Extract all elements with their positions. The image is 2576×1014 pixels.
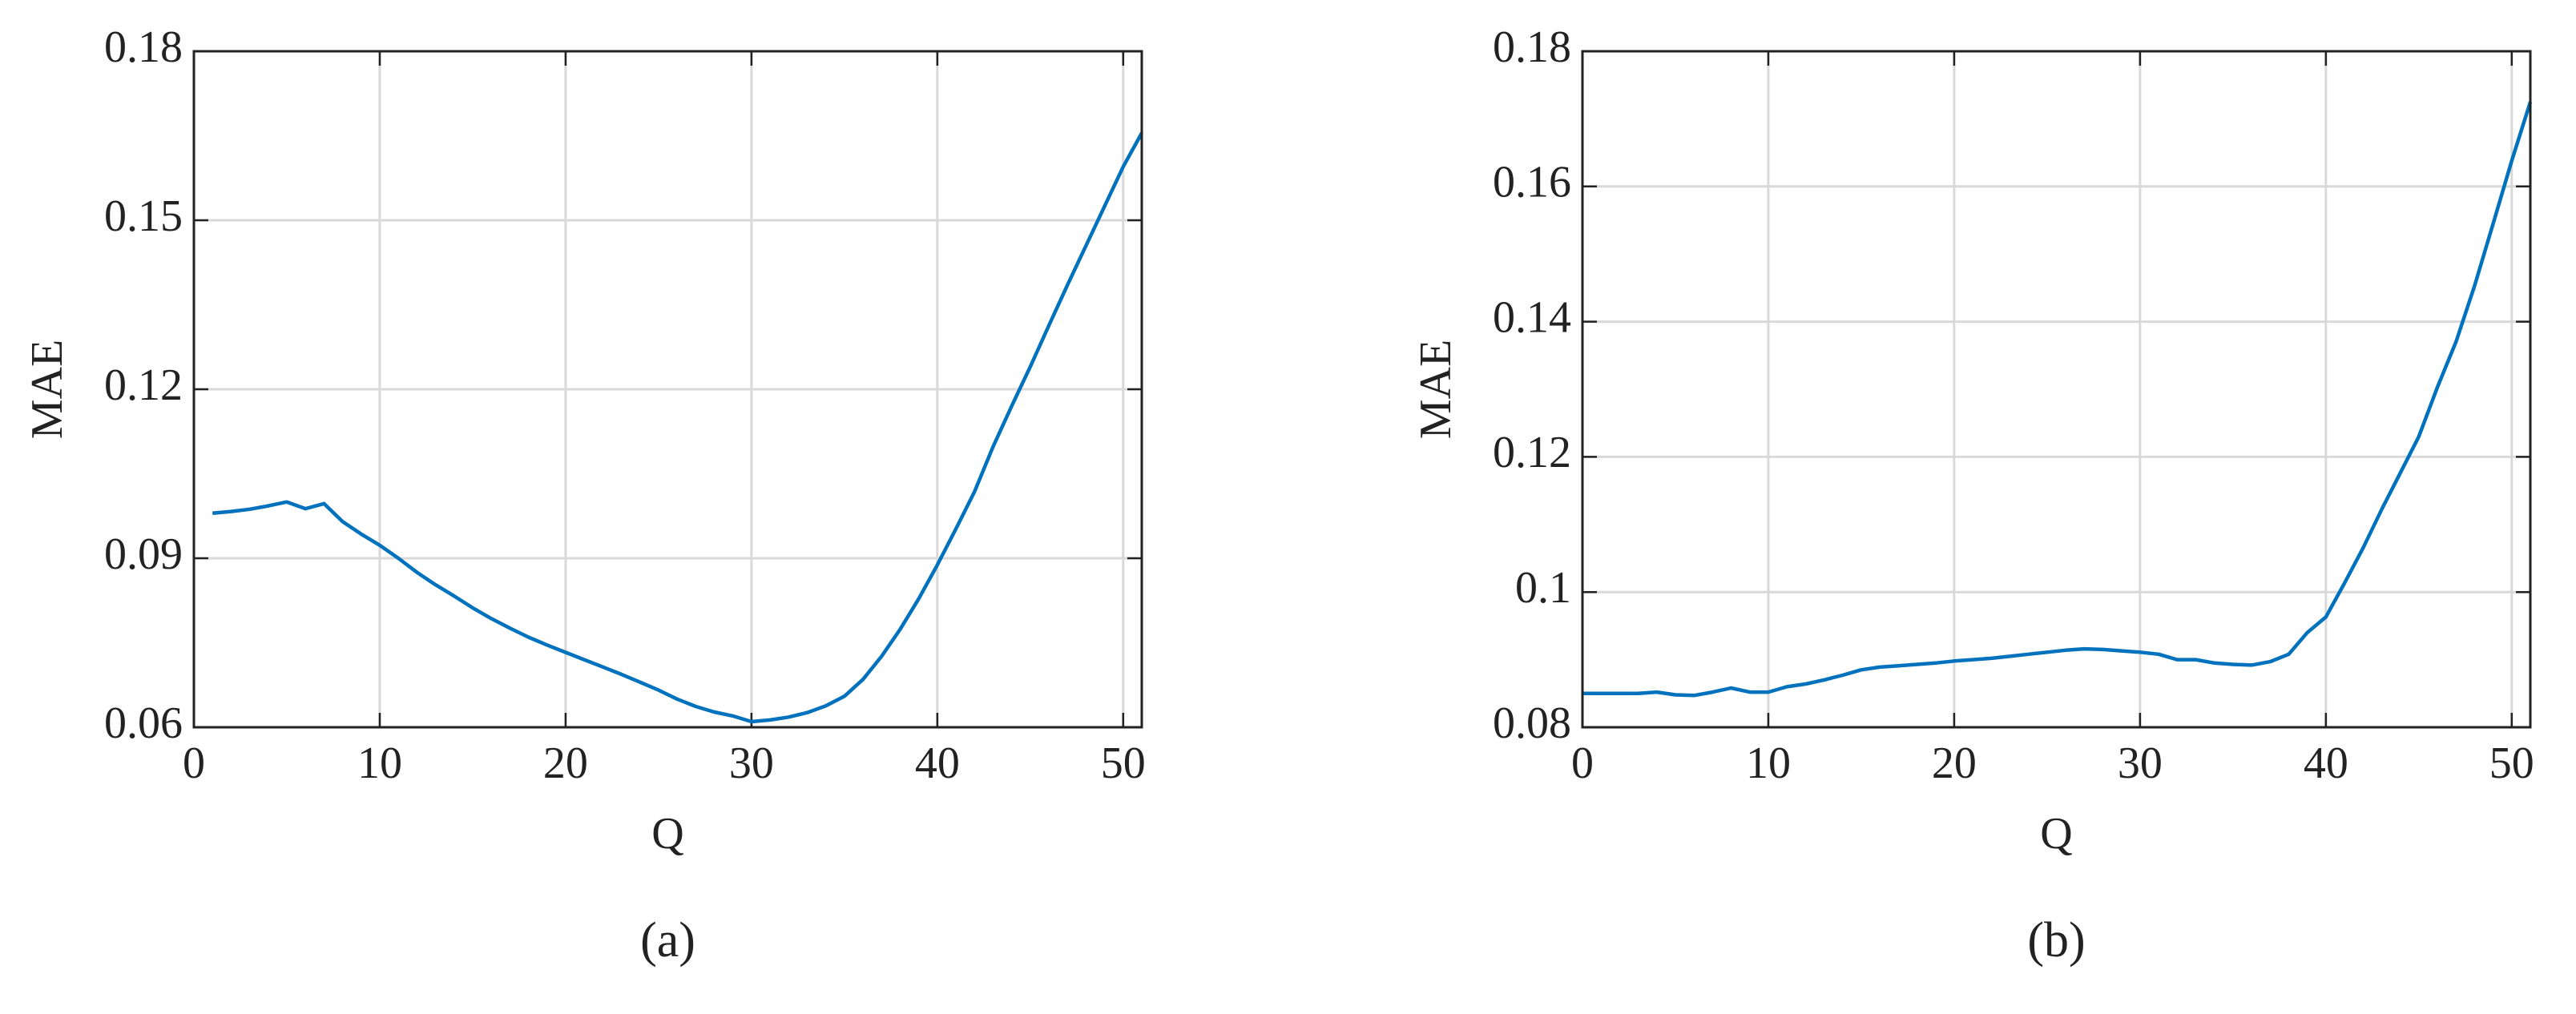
- y-tick-label: 0.08: [1493, 698, 1571, 748]
- x-tick-label: 20: [543, 738, 588, 788]
- x-tick-label: 0: [183, 738, 205, 788]
- y-tick-label: 0.09: [104, 529, 183, 579]
- y-tick-label: 0.15: [104, 191, 183, 241]
- y-tick-label: 0.18: [104, 22, 183, 72]
- y-tick-label: 0.12: [1493, 428, 1571, 477]
- x-axis-label: Q: [2040, 809, 2072, 859]
- plot-frame: [192, 50, 1143, 729]
- y-tick-label: 0.1: [1515, 563, 1571, 613]
- data-line: [1582, 101, 2533, 698]
- data-line: [212, 131, 1143, 724]
- y-tick-label: 0.16: [1493, 158, 1571, 207]
- y-tick-label: 0.18: [1493, 22, 1571, 72]
- x-tick-label: 0: [1571, 738, 1594, 788]
- x-tick-label: 20: [1932, 738, 1977, 788]
- x-tick-label: 10: [357, 738, 402, 788]
- y-tick-label: 0.12: [104, 360, 183, 410]
- caption: (b): [2027, 913, 2085, 968]
- y-axis-label: MAE: [1411, 340, 1461, 439]
- x-tick-label: 30: [729, 738, 774, 788]
- x-tick-label: 40: [915, 738, 960, 788]
- x-tick-label: 30: [2118, 738, 2163, 788]
- y-tick-label: 0.14: [1493, 292, 1571, 342]
- x-axis-label: Q: [651, 809, 683, 859]
- x-tick-label: 50: [2489, 738, 2534, 788]
- caption: (a): [640, 913, 695, 968]
- y-tick-label: 0.06: [104, 698, 183, 748]
- x-tick-label: 10: [1746, 738, 1791, 788]
- x-tick-label: 50: [1101, 738, 1146, 788]
- plot-frame: [1581, 50, 2532, 729]
- x-tick-label: 40: [2304, 738, 2348, 788]
- y-axis-label: MAE: [22, 340, 72, 439]
